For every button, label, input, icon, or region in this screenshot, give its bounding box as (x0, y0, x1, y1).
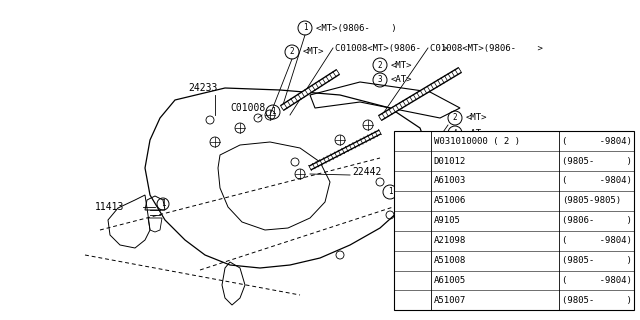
Text: A51006: A51006 (434, 196, 466, 205)
Text: <MT>: <MT> (466, 114, 488, 123)
Text: (      -9804): ( -9804) (562, 176, 632, 186)
Text: A21098: A21098 (434, 236, 466, 245)
Text: <MT>: <MT> (303, 47, 324, 57)
Text: 3: 3 (378, 76, 382, 84)
Text: 1: 1 (410, 138, 414, 144)
Text: <AT>: <AT> (391, 76, 413, 84)
Text: <MT>(9806-    ): <MT>(9806- ) (316, 23, 397, 33)
Text: 22442: 22442 (352, 167, 381, 177)
Text: D01012: D01012 (434, 156, 466, 165)
Text: A61003: A61003 (434, 176, 466, 186)
Text: (9805-9805): (9805-9805) (562, 196, 621, 205)
Text: 24233: 24233 (188, 83, 218, 93)
Text: 3: 3 (410, 238, 414, 244)
Text: 1: 1 (303, 23, 307, 33)
Text: 2: 2 (410, 198, 414, 204)
Text: 1: 1 (161, 199, 165, 209)
Text: (      -9804): ( -9804) (562, 236, 632, 245)
Text: <AT>: <AT> (466, 129, 488, 138)
Bar (394, 131, 634, 310)
Text: <MT>: <MT> (391, 60, 413, 69)
Text: A51008: A51008 (434, 256, 466, 265)
Text: C01008<MT>(9806-    >: C01008<MT>(9806- > (335, 44, 448, 52)
Text: 1: 1 (388, 188, 392, 196)
Text: A9105: A9105 (434, 216, 461, 225)
Text: 1: 1 (271, 108, 275, 116)
Text: 2: 2 (378, 60, 382, 69)
Text: C01008: C01008 (450, 187, 485, 197)
Text: 2: 2 (290, 47, 294, 57)
Text: (      -9804): ( -9804) (562, 137, 632, 146)
Text: (      -9804): ( -9804) (562, 276, 632, 285)
Text: A51007: A51007 (434, 296, 466, 305)
Text: A005001027: A005001027 (580, 303, 630, 312)
Text: 4: 4 (410, 277, 414, 284)
Text: (9806-      ): (9806- ) (562, 216, 632, 225)
Text: (9805-      ): (9805- ) (562, 256, 632, 265)
Text: 11413: 11413 (95, 202, 124, 212)
Text: 2: 2 (452, 114, 458, 123)
Text: W031010000 ( 2 ): W031010000 ( 2 ) (434, 137, 520, 146)
Text: (9805-      ): (9805- ) (562, 156, 632, 165)
Text: (9805-      ): (9805- ) (562, 296, 632, 305)
Text: A61005: A61005 (434, 276, 466, 285)
Text: C01008<MT>(9806-    >: C01008<MT>(9806- > (430, 44, 543, 52)
Text: 4: 4 (452, 129, 458, 138)
Text: C01008: C01008 (230, 103, 265, 113)
